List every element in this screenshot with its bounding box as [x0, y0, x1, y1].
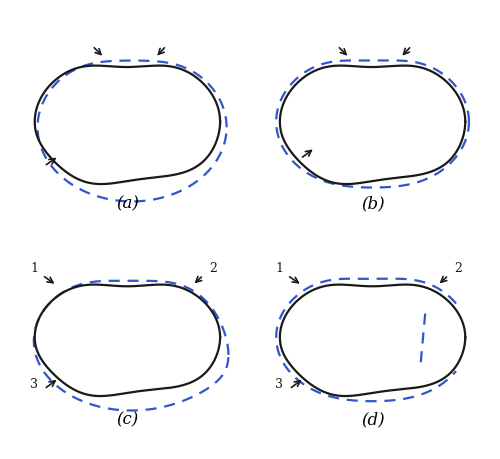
- Text: (c): (c): [116, 411, 138, 428]
- Text: (a): (a): [116, 196, 139, 213]
- Text: 3: 3: [276, 378, 283, 391]
- Text: (d): (d): [361, 411, 384, 428]
- Text: 2: 2: [209, 263, 217, 275]
- Text: 3: 3: [30, 378, 38, 391]
- Text: 1: 1: [276, 263, 283, 275]
- Text: (b): (b): [361, 196, 384, 213]
- Text: 2: 2: [454, 263, 462, 275]
- Text: 1: 1: [30, 263, 38, 275]
